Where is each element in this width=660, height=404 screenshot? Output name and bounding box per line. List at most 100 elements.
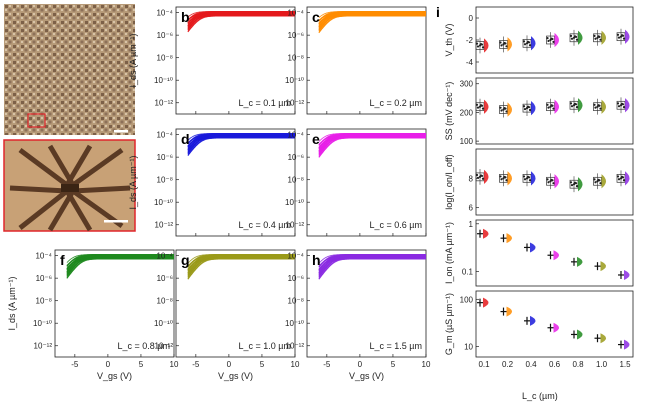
panel-a: a	[3, 4, 136, 232]
violin-half	[554, 32, 559, 48]
data-point	[617, 36, 621, 39]
transfer-curve	[318, 11, 426, 29]
iv-xlabel: V_gs (V)	[349, 371, 384, 381]
data-point	[616, 175, 620, 178]
data-point	[573, 181, 577, 184]
violin-half	[578, 177, 583, 192]
data-point	[552, 40, 555, 44]
plot-frame	[306, 6, 427, 115]
lc-label: L_c = 1.0 µm	[239, 341, 291, 351]
y-tick-label: 10⁻¹²	[286, 221, 305, 230]
plot-frame	[175, 6, 296, 115]
data-point	[500, 109, 503, 112]
x-tick-label: 10	[422, 360, 431, 369]
data-point	[547, 39, 550, 43]
transfer-curve	[318, 255, 426, 278]
data-point	[481, 46, 485, 49]
stat-y-tick-label: 6	[469, 204, 474, 213]
y-tick-label: 10⁻⁴	[35, 252, 52, 261]
data-point	[528, 108, 532, 112]
data-point	[593, 178, 596, 181]
electrode-lead	[9, 185, 68, 194]
stat-y-tick-label: 0.1	[462, 268, 474, 277]
data-point	[597, 178, 600, 181]
data-point	[499, 175, 502, 178]
transfer-curve	[66, 257, 174, 279]
data-point	[547, 181, 550, 184]
transfer-curve	[187, 12, 295, 31]
transfer-curve	[187, 136, 295, 156]
y-tick-label: 10⁻⁴	[156, 252, 173, 261]
stat-x-tick-label: 0.4	[525, 360, 537, 369]
data-point	[599, 107, 602, 110]
data-point	[573, 102, 577, 105]
y-tick-label: 10⁻¹²	[34, 342, 53, 351]
y-tick-label: 10⁻¹⁰	[33, 319, 52, 328]
violin-half	[601, 99, 606, 114]
data-point	[481, 177, 485, 180]
data-point	[594, 106, 597, 109]
stat-y-tick-label: -2	[466, 36, 474, 45]
violin-half	[578, 98, 583, 113]
y-tick-label: 10⁻⁸	[36, 297, 53, 306]
stat-x-tick-label: 0.6	[549, 360, 561, 369]
stat-y-tick-label: 0	[469, 14, 474, 23]
violin-half	[625, 171, 630, 186]
data-point	[550, 178, 553, 181]
lc-label: L_c = 0.4 µm	[239, 220, 291, 230]
data-point	[620, 102, 624, 105]
stat-x-tick-label: 0.2	[502, 360, 514, 369]
electrode-lead	[72, 185, 131, 194]
lc-label: L_c = 0.6 µm	[370, 220, 422, 230]
y-tick-label: 10⁻¹²	[155, 342, 174, 351]
y-tick-label: 10⁻⁸	[157, 297, 174, 306]
x-tick-label: 10	[291, 360, 300, 369]
transfer-curve	[187, 255, 295, 278]
iv-xlabel: V_gs (V)	[97, 371, 132, 381]
violin-half	[554, 99, 559, 114]
data-point	[620, 175, 624, 179]
violin-half	[530, 242, 536, 253]
stat-row-4: 100 10 G_m (µS µm⁻¹) 0.1 0.2 0.4 0.6 0.8 1.0 1.5	[444, 290, 634, 369]
data-point	[526, 105, 530, 108]
transfer-curve	[318, 134, 426, 156]
y-tick-label: 10⁻⁸	[288, 297, 305, 306]
violin-half	[624, 339, 630, 350]
data-point	[500, 178, 503, 181]
data-point	[528, 179, 532, 182]
data-point	[550, 37, 553, 40]
violin-half	[506, 233, 512, 244]
violin-half	[484, 38, 489, 53]
iv-panel-h: 10⁻⁴ 10⁻⁶ 10⁻⁸ 10⁻¹⁰ 10⁻¹² -5 0 5 10 h L_c = 1.5 µ…	[285, 249, 431, 381]
data-point	[522, 175, 526, 178]
transfer-curve	[187, 14, 295, 32]
violin-half	[507, 102, 512, 117]
violin-half	[600, 333, 606, 344]
device-array-pattern	[4, 4, 135, 135]
data-point	[528, 44, 532, 47]
scale-bar-bottom	[104, 220, 128, 223]
data-point	[546, 178, 549, 181]
violin-half	[600, 261, 606, 272]
transfer-curve	[66, 255, 174, 277]
data-point	[523, 107, 527, 111]
data-point	[575, 185, 579, 188]
iv-panel-c: 10⁻⁴ 10⁻⁶ 10⁻⁸ 10⁻¹⁰ 10⁻¹² c L_c = 0.2 µm	[285, 6, 427, 115]
lc-label: L_c = 1.5 µm	[370, 341, 422, 351]
y-tick-label: 10⁻¹⁰	[285, 198, 304, 207]
y-tick-label: 10⁻⁸	[157, 54, 174, 63]
data-point	[573, 35, 577, 38]
data-point	[526, 40, 530, 43]
data-point	[476, 106, 480, 109]
stat-ylabel: log(I_on/I_off)	[444, 154, 454, 209]
y-tick-label: 10⁻⁴	[287, 131, 304, 140]
x-tick-label: 5	[391, 360, 396, 369]
statistics-panels: 0 -2 -4 V_th (V) 300 200 100 SS (mV dec⁻¹) 8 6 log…	[444, 6, 634, 369]
transfer-curve	[66, 254, 174, 274]
data-point	[475, 173, 479, 177]
y-tick-label: 10⁻¹⁰	[285, 319, 304, 328]
x-tick-label: 0	[358, 360, 363, 369]
data-point	[617, 105, 621, 108]
data-point	[622, 179, 626, 182]
electrode-lead	[64, 189, 93, 232]
